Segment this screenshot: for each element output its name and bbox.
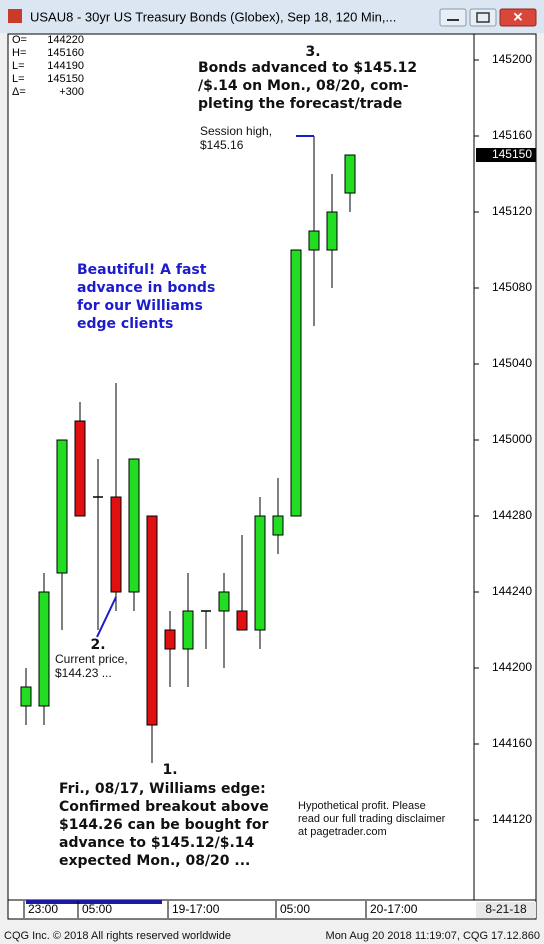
footer-left: CQG Inc. © 2018 All rights reserved worl… — [4, 930, 231, 942]
candle-body — [56, 439, 68, 574]
close-button[interactable] — [499, 8, 537, 27]
candle-body — [74, 420, 86, 517]
pointer-arrow — [96, 596, 117, 638]
candle-body — [218, 591, 230, 612]
plot-area — [7, 33, 475, 901]
window-title: USAU8 - 30yr US Treasury Bonds (Globex),… — [30, 9, 396, 24]
annotation-line: Confirmed breakout above — [59, 799, 269, 815]
y-tick-label: 144160 — [492, 736, 532, 750]
y-tick-label: 145160 — [492, 128, 532, 142]
minimize-button[interactable] — [439, 8, 467, 27]
annotation-line: pleting the forecast/trade — [198, 96, 402, 112]
annotation-line: expected Mon., 08/20 ... — [59, 853, 250, 869]
y-tick-label: 145200 — [492, 52, 532, 66]
disclaimer-line: at pagetrader.com — [298, 826, 387, 838]
candle-body — [254, 515, 266, 631]
price-axis — [473, 33, 537, 901]
app-icon — [8, 9, 22, 23]
current-price-label: Current price, — [55, 652, 128, 666]
last-price-label: 145150 — [492, 147, 532, 161]
candle-body — [326, 211, 338, 251]
y-tick-label: 145000 — [492, 432, 532, 446]
info-value: 144190 — [47, 60, 84, 72]
y-tick-label: 144240 — [492, 584, 532, 598]
x-tick-label: 23:00 — [28, 902, 58, 916]
y-tick-label: 145120 — [492, 204, 532, 218]
candle-body — [308, 230, 320, 251]
session-high-label: $145.16 — [200, 138, 244, 152]
info-key: L= — [12, 73, 25, 85]
maximize-button[interactable] — [469, 8, 497, 27]
info-key: H= — [12, 47, 26, 59]
candle-body — [344, 154, 356, 194]
marker-1: 1. — [162, 762, 177, 778]
candle-body — [20, 686, 32, 707]
blue-note: Beautiful! A fast — [77, 262, 207, 278]
session-high-label: Session high, — [200, 124, 272, 138]
candle-body — [110, 496, 122, 593]
disclaimer-line: read our full trading disclaimer — [298, 813, 446, 825]
info-value: 144220 — [47, 34, 84, 46]
y-tick-label: 145040 — [492, 356, 532, 370]
current-price-label: $144.23 ... — [55, 666, 112, 680]
date-label: 8-21-18 — [485, 902, 527, 916]
info-key: Δ= — [12, 86, 26, 98]
x-tick-label: 05:00 — [82, 902, 112, 916]
x-tick-label: 05:00 — [280, 902, 310, 916]
marker-2: 2. — [90, 637, 105, 653]
candle-body — [128, 458, 140, 593]
date-box — [476, 902, 536, 918]
info-value: 145150 — [47, 73, 84, 85]
y-tick-label: 144200 — [492, 660, 532, 674]
x-tick-label: 20-17:00 — [370, 902, 418, 916]
y-tick-label: 145080 — [492, 280, 532, 294]
annotation-line: /$.14 on Mon., 08/20, com- — [198, 78, 409, 94]
footer-right: Mon Aug 20 2018 11:19:07, CQG 17.12.860 — [326, 930, 540, 942]
annotation-line: advance to $145.12/$.14 — [59, 835, 255, 851]
annotation-line: $144.26 can be bought for — [59, 817, 268, 833]
annotation-line: Bonds advanced to $145.12 — [198, 60, 417, 76]
candle-body — [272, 515, 284, 536]
y-tick-label: 144280 — [492, 508, 532, 522]
info-value: 145160 — [47, 47, 84, 59]
marker-3: 3. — [305, 44, 320, 60]
blue-note: advance in bonds — [77, 280, 215, 296]
maximize-icon — [476, 12, 490, 23]
y-tick-label: 144120 — [492, 812, 532, 826]
candle-body — [182, 610, 194, 650]
candle-body — [164, 629, 176, 650]
blue-note: for our Williams — [77, 298, 203, 314]
disclaimer: Hypothetical profit. Please read our ful… — [298, 800, 446, 838]
candle-body — [290, 249, 302, 517]
info-key: L= — [12, 60, 25, 72]
blue-note: edge clients — [77, 316, 173, 332]
info-value: +300 — [59, 86, 84, 98]
candle-body — [146, 515, 158, 726]
candle-body — [38, 591, 50, 707]
close-icon: ✕ — [513, 9, 524, 24]
disclaimer-line: Hypothetical profit. Please — [298, 800, 426, 812]
x-tick-label: 19-17:00 — [172, 902, 220, 916]
last-price-box — [476, 148, 536, 163]
annotation-line: Fri., 08/17, Williams edge: — [59, 781, 266, 797]
candle-body — [236, 610, 248, 631]
info-key: O= — [12, 34, 27, 46]
